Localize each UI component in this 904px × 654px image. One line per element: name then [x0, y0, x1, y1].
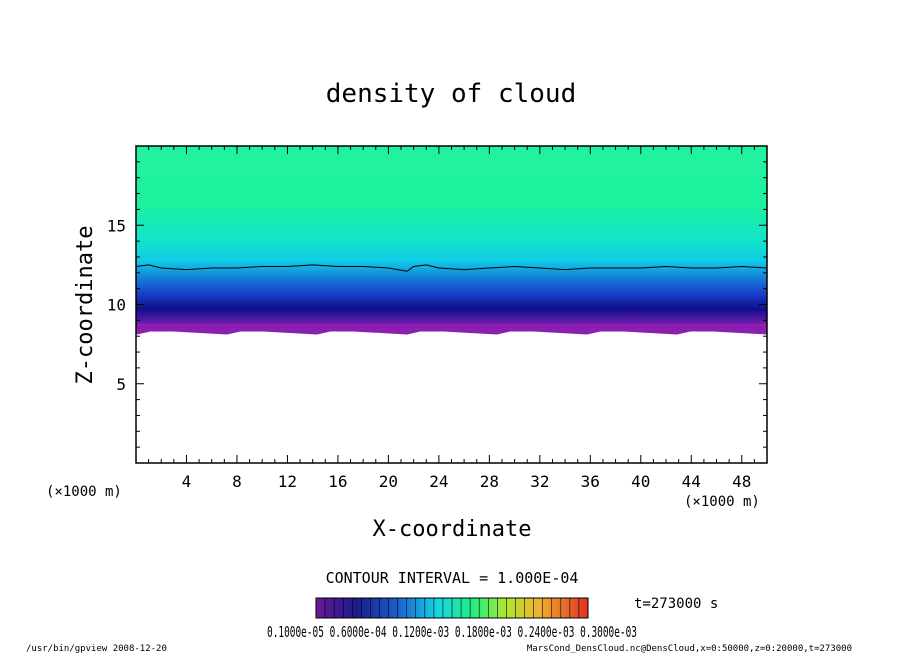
colorbar-labels: 0.1000e-05 0.6000e-04 0.1200e-03 0.1800e… — [267, 623, 637, 641]
x-tick-label: 8 — [232, 472, 242, 491]
x-tick-label: 20 — [379, 472, 398, 491]
x-tick-label: 4 — [182, 472, 192, 491]
x-tick-label: 40 — [631, 472, 650, 491]
colorbar-ticks — [324, 598, 580, 618]
x-tick-label: 16 — [328, 472, 347, 491]
x-axis-ticks: 4 8 12 16 20 24 28 32 36 40 44 48 — [148, 146, 755, 491]
footer-left: /usr/bin/gpview 2008-12-20 — [26, 644, 167, 654]
contour-interval-label: CONTOUR INTERVAL = 1.000E-04 — [326, 569, 579, 587]
y-tick-label: 5 — [116, 375, 126, 394]
y-tick-label: 10 — [107, 296, 126, 315]
time-label: t=273000 s — [634, 596, 718, 612]
x-tick-label: 36 — [581, 472, 600, 491]
cloud-base-band — [136, 323, 767, 335]
x-tick-label: 28 — [480, 472, 499, 491]
plot-area — [136, 146, 767, 335]
chart-title: density of cloud — [326, 79, 576, 109]
y-axis-ticks: 5 10 15 — [107, 161, 767, 448]
x-axis-unit-left: (×1000 m) — [46, 484, 122, 500]
x-tick-label: 44 — [682, 472, 701, 491]
footer-right: MarsCond_DensCloud.nc@DensCloud,x=0:5000… — [527, 644, 852, 654]
y-axis-title: Z-coordinate — [73, 226, 98, 385]
x-tick-label: 48 — [732, 472, 751, 491]
x-axis-unit-right: (×1000 m) — [684, 494, 760, 510]
contour-line — [136, 264, 767, 272]
cloud-density-field — [136, 146, 767, 332]
x-tick-label: 12 — [278, 472, 297, 491]
x-axis-title: X-coordinate — [373, 517, 532, 542]
x-tick-label: 24 — [429, 472, 448, 491]
x-tick-label: 32 — [530, 472, 549, 491]
y-tick-label: 15 — [107, 216, 126, 235]
